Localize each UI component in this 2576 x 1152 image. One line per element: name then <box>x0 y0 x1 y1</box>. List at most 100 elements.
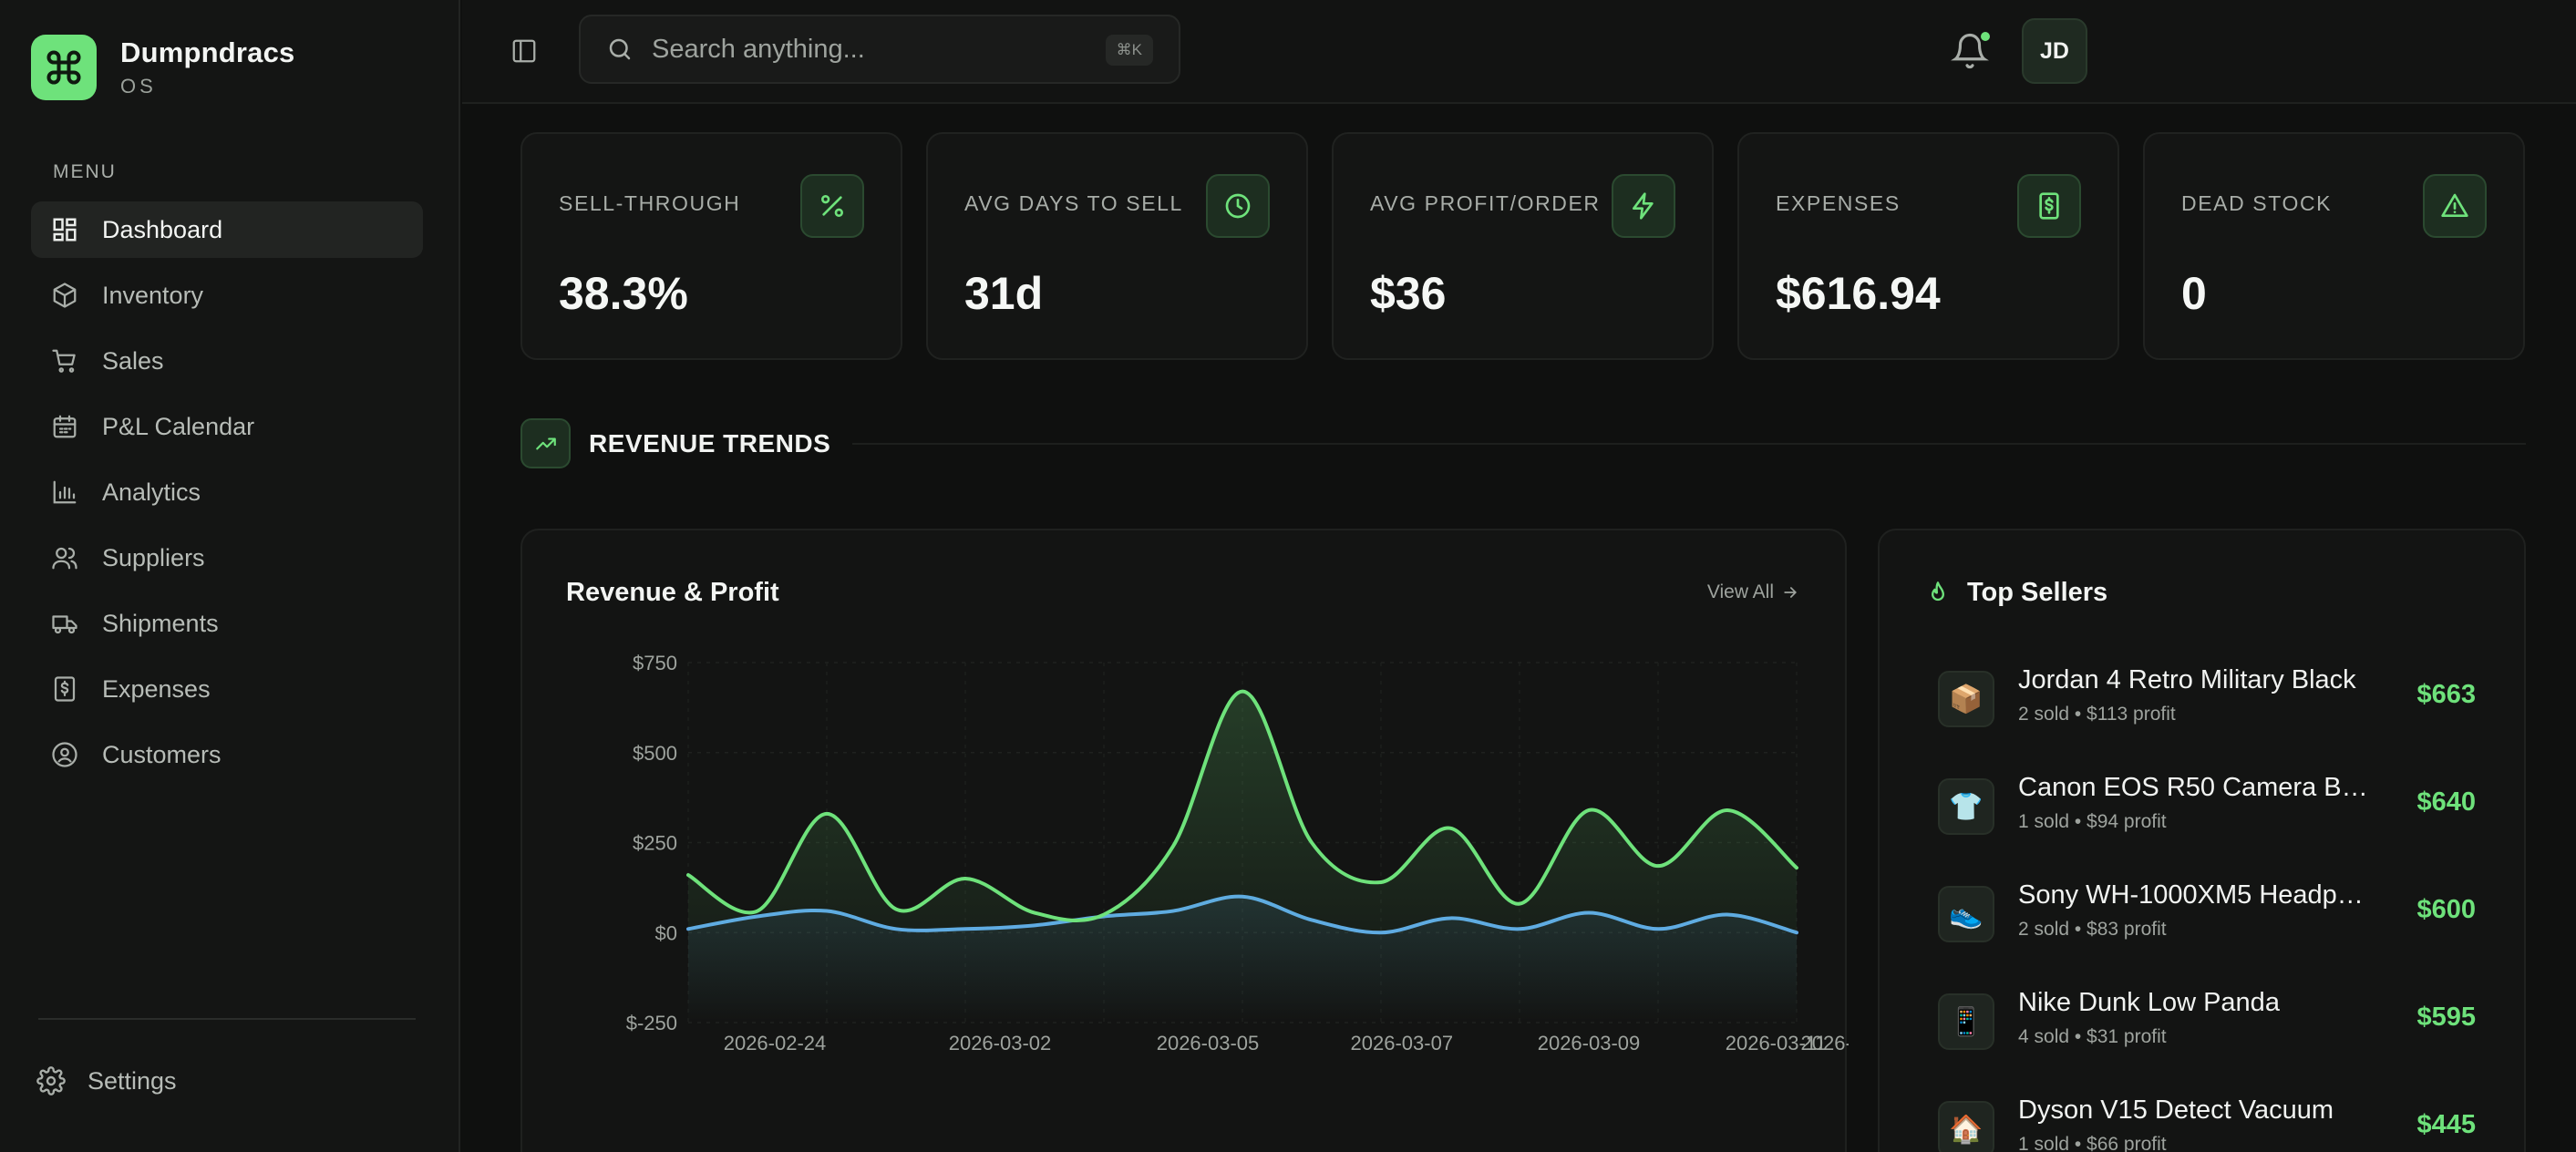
product-thumbnail: 👟 <box>1938 886 1994 942</box>
product-meta: 4 sold • $31 profit <box>2018 1026 2167 1047</box>
product-meta: 1 sold • $94 profit <box>2018 811 2167 832</box>
x-tick-label: 2026-03-09 <box>1538 1032 1641 1054</box>
brand-subtitle: OS <box>120 75 157 98</box>
x-tick-label: 2026-03-13 <box>1801 1032 1849 1054</box>
warning-icon <box>2423 174 2487 238</box>
sidebar-item-shipments[interactable]: Shipments <box>31 595 423 652</box>
sidebar-item-dashboard[interactable]: Dashboard <box>31 201 423 258</box>
sidebar-item-analytics[interactable]: Analytics <box>31 464 423 520</box>
arrow-right-icon <box>1784 587 1798 598</box>
notifications-button[interactable] <box>1951 32 1989 70</box>
sidebar: Dumpndracs OS MENU Dashboard Inventory S… <box>0 0 460 1152</box>
brand[interactable]: Dumpndracs OS <box>31 35 294 100</box>
sidebar-item-sales[interactable]: Sales <box>31 333 423 389</box>
dashboard-icon <box>53 218 77 242</box>
y-tick-label: $750 <box>633 652 677 674</box>
stat-card-sell-through: SELL-THROUGH 38.3% <box>520 132 902 360</box>
box-icon <box>53 283 77 308</box>
stat-value: $616.94 <box>1776 268 1941 319</box>
list-item[interactable]: 🏠 Dyson V15 Detect Vacuum 1 sold • $66 p… <box>1938 1090 2476 1152</box>
product-revenue: $600 <box>2416 895 2476 924</box>
avatar[interactable]: JD <box>2022 18 2087 84</box>
product-name: Nike Dunk Low Panda <box>2018 988 2280 1017</box>
sidebar-nav: Dashboard Inventory Sales P&L Calendar A… <box>31 201 423 792</box>
stat-value: $36 <box>1370 268 1447 319</box>
stat-label: AVG DAYS TO SELL <box>964 191 1183 215</box>
sidebar-item-customers[interactable]: Customers <box>31 726 423 783</box>
stat-card-avg-profit: AVG PROFIT/ORDER $36 <box>1332 132 1714 360</box>
sidebar-item-label: Expenses <box>102 674 211 703</box>
stat-card-dead-stock: DEAD STOCK 0 <box>2143 132 2525 360</box>
y-tick-label: $-250 <box>626 1012 677 1034</box>
menu-label: MENU <box>53 161 117 182</box>
stat-label: EXPENSES <box>1776 191 1901 215</box>
sidebar-item-suppliers[interactable]: Suppliers <box>31 530 423 586</box>
product-revenue: $445 <box>2416 1110 2476 1139</box>
list-item[interactable]: 📦 Jordan 4 Retro Military Black 2 sold •… <box>1938 660 2476 742</box>
x-tick-label: 2026-03-07 <box>1351 1032 1454 1054</box>
cart-icon <box>52 349 76 373</box>
stat-card-expenses: EXPENSES $616.94 <box>1737 132 2119 360</box>
product-meta: 1 sold • $66 profit <box>2018 1134 2167 1152</box>
product-revenue: $595 <box>2416 1003 2476 1032</box>
sidebar-item-label: Shipments <box>102 609 219 637</box>
stat-card-avg-days: AVG DAYS TO SELL 31d <box>926 132 1308 360</box>
calendar-icon <box>53 415 77 438</box>
sidebar-item-label: Sales <box>102 346 164 375</box>
product-thumbnail: 📦 <box>1938 671 1994 727</box>
revenue-series-area <box>688 691 1797 1023</box>
stat-label: DEAD STOCK <box>2181 191 2333 215</box>
product-name: Dyson V15 Detect Vacuum <box>2018 1095 2334 1125</box>
percent-icon <box>800 174 864 238</box>
stat-cards: SELL-THROUGH 38.3% AVG DAYS TO SELL 31d … <box>520 132 2549 360</box>
users-icon <box>52 547 77 570</box>
sidebar-divider <box>38 1018 416 1020</box>
top-sellers-card: Top Sellers 📦 Jordan 4 Retro Military Bl… <box>1878 529 2526 1152</box>
list-item[interactable]: 👟 Sony WH-1000XM5 Headphones 2 sold • $8… <box>1938 875 2476 957</box>
y-tick-label: $500 <box>633 742 677 765</box>
top-sellers-title: Top Sellers <box>1967 578 2108 607</box>
search-input[interactable] <box>652 34 1089 65</box>
search-bar[interactable]: ⌘K <box>579 15 1180 84</box>
user-circle-icon <box>52 742 77 767</box>
sidebar-item-settings[interactable]: Settings <box>36 1066 177 1095</box>
product-thumbnail: 👕 <box>1938 778 1994 835</box>
y-tick-label: $0 <box>655 921 677 944</box>
sidebar-item-label: Analytics <box>102 478 201 506</box>
product-name: Jordan 4 Retro Military Black <box>2018 665 2356 694</box>
truck-icon <box>52 615 77 634</box>
settings-label: Settings <box>88 1066 177 1095</box>
product-meta: 2 sold • $113 profit <box>2018 704 2176 725</box>
brand-name: Dumpndracs <box>120 36 295 68</box>
search-shortcut-badge: ⌘K <box>1105 35 1153 66</box>
sidebar-item-expenses[interactable]: Expenses <box>31 661 423 717</box>
x-tick-label: 2026-02-24 <box>724 1032 827 1054</box>
sidebar-item-pl-calendar[interactable]: P&L Calendar <box>31 398 423 455</box>
view-all-link[interactable]: View All <box>1707 581 1799 603</box>
section-title: REVENUE TRENDS <box>589 428 831 458</box>
sidebar-toggle-icon <box>512 39 536 63</box>
revenue-profit-chart: $750 $500 $250 $0 $-250 2026-02-24 2026-03-02… <box>626 652 1849 1054</box>
x-tick-label: 2026-03-11 <box>1726 1032 1827 1054</box>
stat-value: 38.3% <box>559 268 688 319</box>
list-item[interactable]: 👕 Canon EOS R50 Camera Body 1 sold • $94… <box>1938 767 2476 849</box>
x-tick-label: 2026-03-02 <box>949 1032 1052 1054</box>
product-name: Sony WH-1000XM5 Headphones <box>2018 880 2374 910</box>
sidebar-item-inventory[interactable]: Inventory <box>31 267 423 324</box>
y-tick-label: $250 <box>633 832 677 855</box>
x-tick-label: 2026-03-05 <box>1157 1032 1260 1054</box>
sidebar-toggle-button[interactable] <box>506 33 542 69</box>
receipt-icon <box>54 676 76 702</box>
bar-chart-icon <box>53 480 77 504</box>
product-name: Canon EOS R50 Camera Body <box>2018 773 2374 802</box>
dollar-receipt-icon <box>2017 174 2081 238</box>
product-meta: 2 sold • $83 profit <box>2018 919 2167 940</box>
sidebar-item-label: Customers <box>102 740 222 768</box>
stat-value: 0 <box>2181 268 2207 319</box>
notification-dot <box>1979 30 1992 43</box>
sidebar-item-label: P&L Calendar <box>102 412 255 440</box>
section-divider <box>852 442 2526 445</box>
list-item[interactable]: 📱 Nike Dunk Low Panda 4 sold • $31 profi… <box>1938 982 2476 1065</box>
view-all-label: View All <box>1706 581 1774 602</box>
gear-icon <box>36 1066 66 1095</box>
